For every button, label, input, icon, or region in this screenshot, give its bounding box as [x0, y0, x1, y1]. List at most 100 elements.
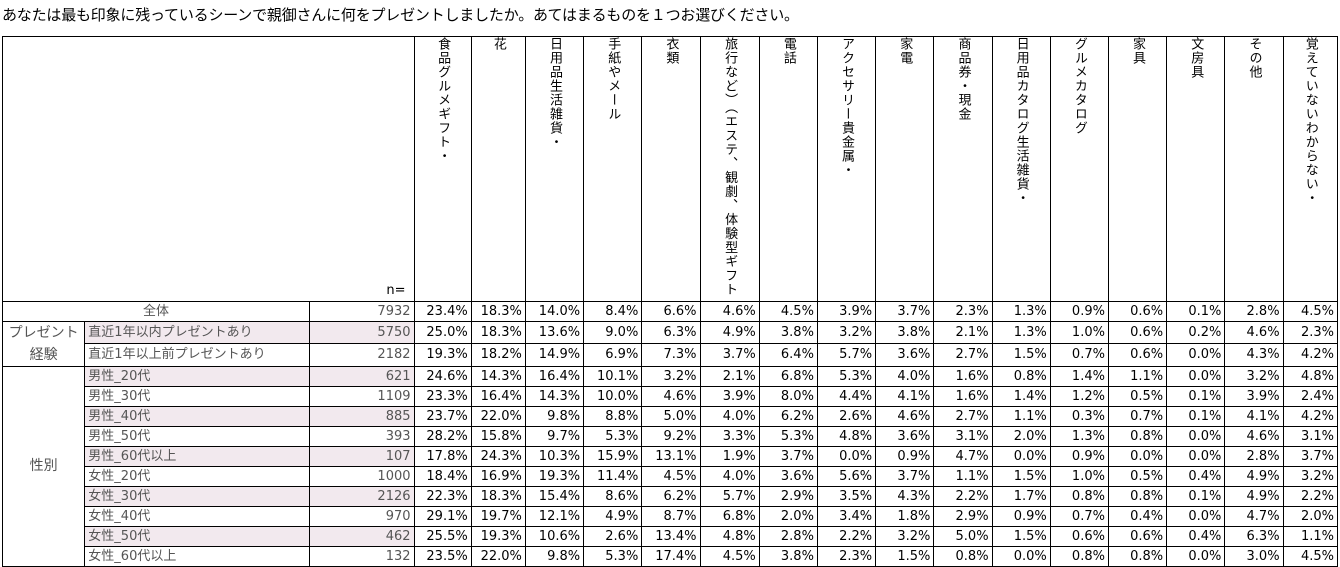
- percent-cell: 8.6%: [583, 485, 643, 507]
- percent-cell: 0.8%: [1107, 425, 1168, 447]
- percent-cell: 0.9%: [1049, 300, 1109, 322]
- percent-cell: 1.5%: [875, 545, 935, 567]
- table-row: 男性_50代 393 28.2% 15.8% 9.7% 5.3% 9.2% 3.3% 5.3% 4…: [3, 425, 1339, 447]
- percent-cell: 18.3%: [470, 320, 526, 344]
- column-header-label: 商品券・現金: [955, 37, 970, 121]
- percent-cell: 0.8%: [1107, 485, 1168, 507]
- sample-size-cell: 970: [309, 505, 415, 527]
- percent-cell: 0.3%: [1049, 405, 1109, 427]
- percent-cell: 19.3%: [470, 525, 526, 547]
- column-header-label: 文房具: [1188, 37, 1203, 79]
- sample-size-cell: 132: [309, 545, 415, 567]
- column-header-line: 手紙やメール: [605, 37, 621, 121]
- column-header-line: 花: [490, 37, 506, 51]
- column-header: グルメカタログ: [1049, 36, 1109, 302]
- percent-cell: 2.6%: [816, 405, 877, 427]
- percent-cell: 1.7%: [991, 485, 1051, 507]
- percent-cell: 2.8%: [1224, 300, 1284, 322]
- table-row: 男性_40代 885 23.7% 22.0% 9.8% 8.8% 5.0% 4.0% 6.2% 2…: [3, 405, 1339, 427]
- percent-cell: 29.1%: [413, 505, 472, 527]
- percent-cell: 4.3%: [875, 485, 935, 507]
- percent-cell: 3.8%: [758, 320, 818, 344]
- percent-cell: 8.8%: [583, 405, 643, 427]
- survey-question-title: あなたは最も印象に残っているシーンで親御さんに何をプレゼントしましたか。あてはま…: [2, 6, 799, 24]
- percent-cell: 0.0%: [1166, 545, 1226, 567]
- percent-cell: 9.8%: [524, 405, 585, 427]
- column-header-label: 家具: [1130, 37, 1145, 65]
- percent-cell: 0.0%: [1166, 343, 1226, 367]
- column-header: 花: [470, 36, 526, 302]
- percent-cell: 6.2%: [641, 485, 701, 507]
- percent-cell: 2.1%: [699, 365, 760, 387]
- percent-cell: 6.2%: [758, 405, 818, 427]
- percent-cell: 5.3%: [583, 545, 643, 567]
- sample-size-cell: 1109: [309, 385, 415, 407]
- percent-cell: 23.7%: [413, 405, 472, 427]
- column-header-line: 生活雑貨・: [1013, 135, 1029, 205]
- percent-cell: 4.9%: [1224, 465, 1284, 487]
- percent-cell: 2.3%: [1282, 320, 1339, 344]
- percent-cell: 19.3%: [413, 343, 472, 367]
- percent-cell: 1.1%: [1107, 365, 1168, 387]
- percent-cell: 0.1%: [1166, 405, 1226, 427]
- percent-cell: 0.0%: [1166, 445, 1226, 467]
- percent-cell: 0.0%: [1166, 425, 1226, 447]
- percent-cell: 17.8%: [413, 445, 472, 467]
- percent-cell: 0.9%: [1049, 445, 1109, 467]
- column-header-label: 衣類: [663, 37, 678, 65]
- percent-cell: 1.6%: [933, 365, 993, 387]
- percent-cell: 0.7%: [1107, 405, 1168, 427]
- column-header: 電話: [758, 36, 818, 302]
- percent-cell: 6.8%: [758, 365, 818, 387]
- column-header-line: 覚えていない: [1302, 37, 1318, 121]
- percent-cell: 13.4%: [641, 525, 701, 547]
- percent-cell: 19.7%: [470, 505, 526, 527]
- percent-cell: 2.4%: [1282, 385, 1339, 407]
- percent-cell: 2.8%: [758, 525, 818, 547]
- percent-cell: 5.6%: [816, 465, 877, 487]
- percent-cell: 1.2%: [1049, 385, 1109, 407]
- percent-cell: 4.8%: [1282, 365, 1339, 387]
- percent-cell: 0.8%: [1049, 485, 1109, 507]
- column-header-line: グルメカタログ: [1071, 37, 1087, 135]
- column-header-line: 日用品: [547, 37, 562, 79]
- column-header: 商品券・現金: [933, 36, 993, 302]
- percent-cell: 5.3%: [583, 425, 643, 447]
- percent-cell: 6.6%: [641, 300, 701, 322]
- table-row: 性別 男性_20代 621 24.6% 14.3% 16.4% 10.1% 3.2% 2.1% 6…: [1, 365, 1339, 567]
- percent-cell: 0.8%: [1049, 545, 1109, 567]
- percent-cell: 4.8%: [816, 425, 877, 447]
- percent-cell: 10.6%: [524, 525, 585, 547]
- percent-cell: 3.6%: [875, 425, 935, 447]
- column-header-label: 手紙やメール: [605, 37, 620, 121]
- percent-cell: 4.9%: [583, 505, 643, 527]
- percent-cell: 4.6%: [1224, 425, 1284, 447]
- percent-cell: 14.9%: [524, 343, 585, 367]
- percent-cell: 5.0%: [641, 405, 701, 427]
- percent-cell: 3.4%: [816, 505, 877, 527]
- percent-cell: 14.3%: [470, 365, 526, 387]
- percent-cell: 23.4%: [413, 300, 472, 322]
- sample-size-cell: 393: [309, 425, 415, 447]
- percent-cell: 1.3%: [991, 320, 1051, 344]
- column-header-line: 家電: [897, 37, 913, 65]
- percent-cell: 3.8%: [875, 320, 935, 344]
- percent-cell: 1.8%: [875, 505, 935, 527]
- percent-cell: 3.9%: [699, 385, 760, 407]
- percent-cell: 5.7%: [699, 485, 760, 507]
- n-header: n=: [2, 36, 415, 302]
- column-header-line: 体験型ギフト: [722, 212, 738, 297]
- row-label: 直近1年以内プレゼントあり: [84, 320, 311, 344]
- percent-cell: 9.7%: [524, 425, 585, 447]
- percent-cell: 2.2%: [1282, 485, 1339, 507]
- percent-cell: 5.0%: [933, 525, 993, 547]
- percent-cell: 6.3%: [1224, 525, 1284, 547]
- percent-cell: 8.4%: [583, 300, 643, 322]
- percent-cell: 1.4%: [991, 385, 1051, 407]
- percent-cell: 18.3%: [470, 300, 526, 322]
- percent-cell: 2.7%: [933, 343, 993, 367]
- column-header-line: 貴金属・: [839, 121, 855, 177]
- percent-cell: 3.2%: [816, 320, 877, 344]
- percent-cell: 3.6%: [758, 465, 818, 487]
- percent-cell: 10.3%: [524, 445, 585, 467]
